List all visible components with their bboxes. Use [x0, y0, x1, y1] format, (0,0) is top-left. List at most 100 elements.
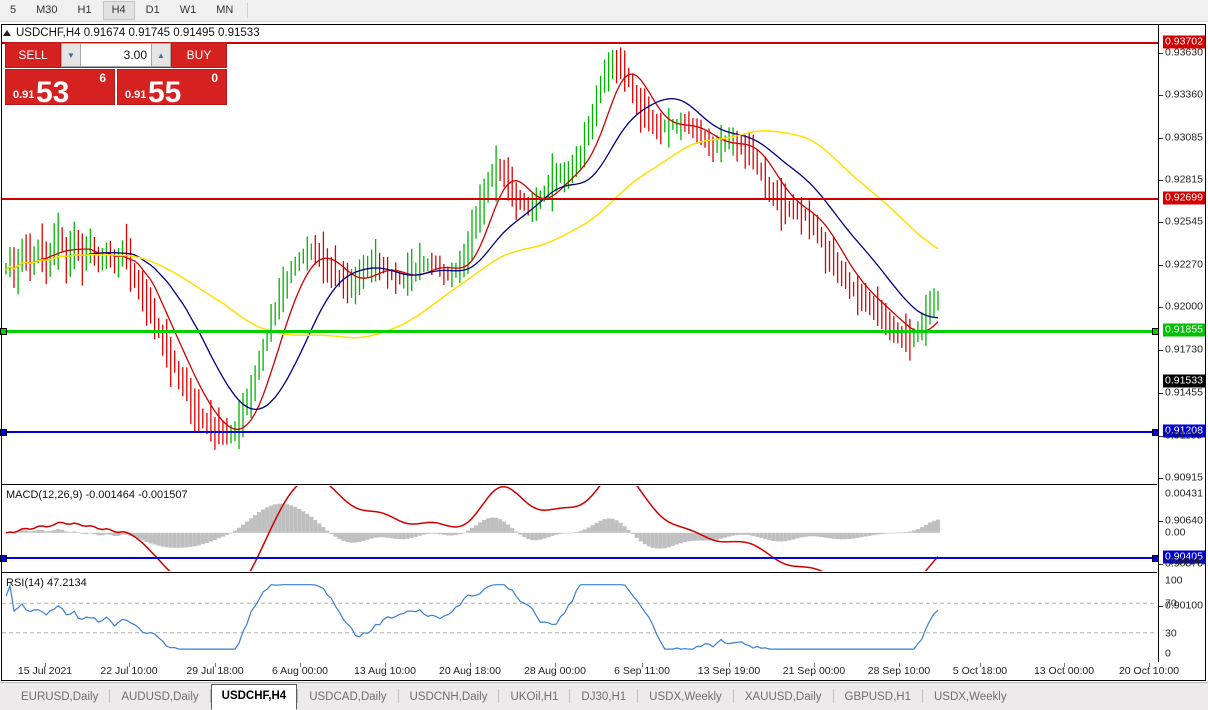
time-label: 20 Oct 10:00	[1118, 665, 1180, 677]
price-label-0-93630: 0.93630	[1165, 46, 1203, 59]
price-scale[interactable]: 0.93702 0.93630 0.93360 0.93085 0.92815 0.926…	[1158, 25, 1206, 662]
volume-increase-icon[interactable]: ▲	[151, 43, 171, 67]
level-line-support-blue-lower[interactable]	[2, 557, 1158, 559]
tab-eurusd-daily[interactable]: EURUSD,Daily	[21, 691, 99, 703]
level-line-support-green[interactable]	[2, 330, 1158, 333]
price-label-0-91855: 0.91855	[1163, 323, 1205, 337]
pane-divider-1	[2, 484, 1157, 485]
sell-price-fraction: 6	[99, 71, 106, 85]
time-tick	[45, 663, 46, 667]
tab-gbpusd-h1[interactable]: GBPUSD,H1	[844, 691, 911, 703]
chart-header: USDCHF,H4 0.91674 0.91745 0.91495 0.9153…	[3, 26, 260, 40]
time-label: 21 Sep 00:00	[782, 665, 846, 677]
buy-price-box[interactable]: 0.91 55 0	[117, 69, 227, 105]
level-handle-right-support-green[interactable]	[1152, 328, 1159, 335]
tab-usdchf-h4[interactable]: USDCHF,H4	[210, 684, 298, 710]
timeframe-mn[interactable]: MN	[216, 4, 234, 16]
tab-dj30-h1[interactable]: DJ30,H1	[581, 691, 627, 703]
price-tick	[1159, 53, 1163, 54]
buy-price-fraction: 0	[211, 71, 218, 85]
timeframe-m30[interactable]: M30	[36, 4, 58, 16]
time-scale[interactable]: 15 Jul 2021 22 Jul 10:00 29 Jul 18:00 6 Aug…	[2, 663, 1206, 681]
price-label-0-93360: 0.93360	[1165, 88, 1203, 101]
tab-divider	[397, 689, 399, 703]
rsi-scale-label: 30	[1165, 627, 1177, 640]
sell-price-box[interactable]: 0.91 53 6	[5, 69, 115, 105]
trade-controls-row: SELL ▼ 3.00 ▲ BUY	[5, 42, 227, 68]
level-line-resistance-upper[interactable]	[2, 42, 1158, 44]
time-label: 5 Oct 18:00	[952, 665, 1008, 677]
time-label: 6 Sep 11:00	[614, 665, 670, 677]
triangle-up-icon[interactable]	[3, 30, 11, 36]
time-label: 13 Aug 10:00	[354, 665, 416, 677]
macd-scale-label: 0.00431	[1165, 487, 1203, 500]
tab-usdcad-daily[interactable]: USDCAD,Daily	[309, 691, 387, 703]
tab-usdx-weekly[interactable]: USDX,Weekly	[933, 691, 1007, 703]
tab-divider	[921, 689, 923, 703]
tab-usdx-weekly[interactable]: USDX,Weekly	[649, 691, 722, 703]
time-label: 13 Sep 19:00	[697, 665, 761, 677]
level-handle-right-support-blue-upper[interactable]	[1152, 429, 1159, 436]
timeframe-w1[interactable]: W1	[179, 4, 197, 16]
sell-price-big: 53	[36, 76, 70, 105]
price-label-0-93702: 0.93702	[1163, 35, 1205, 49]
time-tick	[899, 663, 900, 667]
timeframe-toolbar: 5 M30 H1 H4 D1 W1 MN	[0, 0, 1208, 22]
time-label: 15 Jul 2021	[17, 665, 73, 677]
level-handle-left-support-blue-upper[interactable]	[0, 429, 7, 436]
level-handle-left-support-blue-lower[interactable]	[0, 555, 7, 562]
tab-divider	[832, 689, 834, 703]
time-label: 28 Aug 00:00	[524, 665, 586, 677]
volume-decrease-icon[interactable]: ▼	[61, 43, 81, 67]
level-handle-left-support-green[interactable]	[0, 328, 7, 335]
pane-divider-2	[2, 572, 1157, 573]
macd-scale-label: -0.00340	[1165, 555, 1207, 568]
rsi-scale-label: 100	[1165, 574, 1183, 587]
tab-divider	[637, 689, 639, 703]
price-tick	[1159, 222, 1163, 223]
tab-audusd-daily[interactable]: AUDUSD,Daily	[121, 691, 199, 703]
timeframe-h1[interactable]: H1	[77, 4, 92, 16]
time-tick	[1064, 663, 1065, 667]
tab-xauusd-daily[interactable]: XAUUSD,Daily	[744, 691, 822, 703]
price-label-0-90405: 0.90405	[1163, 550, 1205, 564]
price-label-0-90100: 0.90100	[1165, 599, 1203, 612]
price-label-0-91455: 0.91455	[1165, 386, 1203, 399]
tab-ukoil-h1[interactable]: UKOil,H1	[510, 691, 559, 703]
time-label: 22 Jul 10:00	[100, 665, 158, 677]
time-tick	[470, 663, 471, 667]
level-line-support-blue-upper[interactable]	[2, 431, 1158, 433]
price-tick	[1159, 180, 1163, 181]
buy-button[interactable]: BUY	[171, 42, 227, 68]
price-tick	[1159, 564, 1163, 565]
timeframe-5[interactable]: 5	[10, 4, 17, 16]
price-label-0-92270: 0.92270	[1165, 258, 1203, 271]
macd-pane[interactable]	[2, 486, 1157, 571]
sell-button[interactable]: SELL	[5, 42, 61, 68]
tab-divider	[732, 689, 734, 703]
timeframe-h4[interactable]: H4	[102, 1, 135, 20]
time-label: 13 Oct 00:00	[1033, 665, 1095, 677]
trade-prices-row: 0.91 53 6 0.91 55 0	[5, 69, 227, 105]
time-tick	[215, 663, 216, 667]
time-label: 28 Sep 10:00	[867, 665, 931, 677]
time-tick	[980, 663, 981, 667]
timeframe-d1[interactable]: D1	[145, 4, 160, 16]
time-tick	[1149, 663, 1150, 667]
volume-input[interactable]: 3.00	[81, 43, 151, 67]
time-tick	[555, 663, 556, 667]
tab-usdcnh-daily[interactable]: USDCNH,Daily	[409, 691, 488, 703]
price-tick	[1159, 307, 1163, 308]
price-tick	[1159, 350, 1163, 351]
price-label-0-93085: 0.93085	[1165, 131, 1203, 144]
price-label-0-92000: 0.92000	[1165, 300, 1203, 313]
price-tick	[1159, 265, 1163, 266]
chart-tab-bar[interactable]: EURUSD,Daily AUDUSD,Daily USDCHF,H4 USDCAD,…	[0, 682, 1208, 710]
rsi-pane[interactable]	[2, 574, 1157, 662]
level-handle-right-support-blue-lower[interactable]	[1152, 555, 1159, 562]
price-tick	[1159, 138, 1163, 139]
price-label-0-91185: 0.91185	[1165, 429, 1203, 442]
level-line-resistance-mid[interactable]	[2, 198, 1158, 200]
price-label-0-92545: 0.92545	[1165, 215, 1203, 228]
price-tick	[1159, 95, 1163, 96]
